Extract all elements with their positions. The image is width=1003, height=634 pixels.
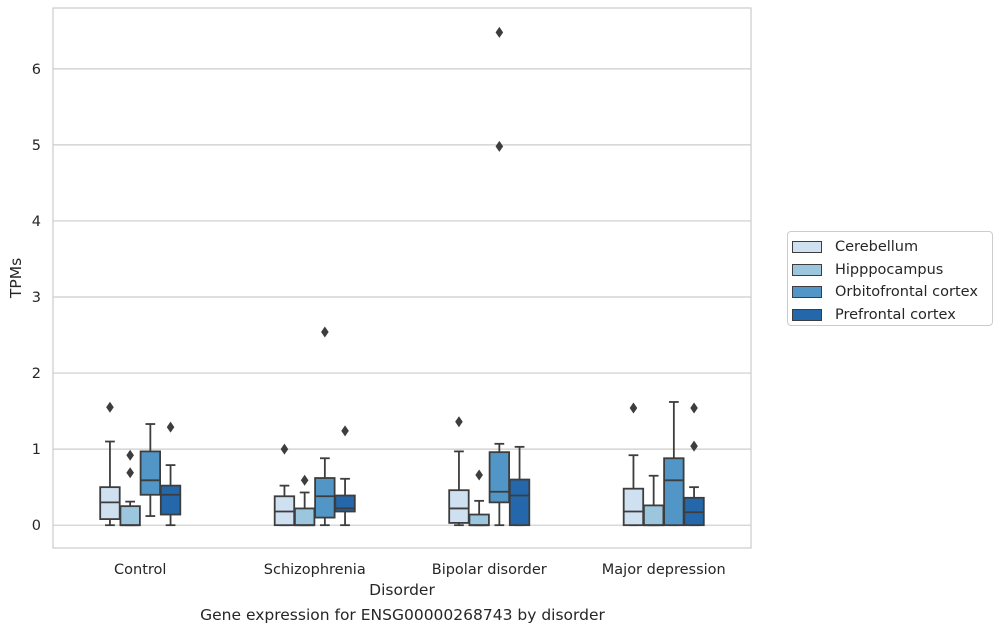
outlier-point xyxy=(475,469,483,481)
legend-label: Cerebellum xyxy=(835,239,919,256)
box-prefrontal-cortex xyxy=(334,425,356,527)
y-axis-label: TPMs xyxy=(7,258,25,299)
box-prefrontal-cortex xyxy=(159,421,182,527)
outlier-point xyxy=(629,402,638,414)
y-tick-label: 0 xyxy=(32,518,41,534)
outlier-point xyxy=(341,425,349,437)
y-tick-label: 5 xyxy=(32,138,41,154)
x-tick-label: Bipolar disorder xyxy=(432,562,547,578)
y-tick-label: 1 xyxy=(32,442,41,458)
legend-item-hippocampus: Hipppocampus xyxy=(792,259,992,282)
box-body xyxy=(622,487,645,527)
outlier-point xyxy=(300,474,309,486)
box-body xyxy=(139,450,162,496)
y-tick-label: 4 xyxy=(32,214,41,230)
box-orbitofrontal-cortex xyxy=(139,423,162,517)
legend-label: Orbitofrontal cortex xyxy=(835,284,978,301)
box-body xyxy=(314,477,336,519)
x-axis-ticks: Control Schizophrenia Bipolar disorder Majo… xyxy=(114,562,726,578)
y-axis-ticks: 0 1 2 3 4 5 6 xyxy=(32,62,41,534)
y-tick-label: 2 xyxy=(32,366,41,382)
x-tick-label: Major depression xyxy=(602,562,726,578)
y-tick-label: 3 xyxy=(32,290,41,306)
box-hipppocampus xyxy=(643,474,665,527)
legend-item-orbitofrontal-cortex: Orbitofrontal cortex xyxy=(792,281,992,304)
plot-area-frame xyxy=(52,7,752,549)
legend: Cerebellum Hipppocampus Orbitofrontal co… xyxy=(787,231,993,326)
box-body xyxy=(663,457,685,527)
outlier-point xyxy=(690,440,698,452)
legend-swatch-orbitofrontal-cortex xyxy=(792,286,822,299)
outlier-point xyxy=(106,401,114,413)
legend-swatch-hippocampus xyxy=(792,263,822,276)
box-body xyxy=(334,494,356,513)
box-body xyxy=(643,504,665,527)
legend-swatch-cerebellum xyxy=(792,241,822,254)
boxes xyxy=(99,26,705,527)
box-cerebellum xyxy=(273,443,296,527)
box-hipppocampus xyxy=(468,469,490,527)
box-orbitofrontal-cortex xyxy=(663,401,685,527)
outlier-point xyxy=(166,421,175,433)
legend-item-cerebellum: Cerebellum xyxy=(792,236,992,259)
outlier-point xyxy=(126,467,134,479)
x-tick-label: Control xyxy=(114,562,166,578)
box-orbitofrontal-cortex xyxy=(314,326,336,527)
outlier-point xyxy=(126,449,134,461)
x-tick-label: Schizophrenia xyxy=(264,562,366,578)
legend-item-prefrontal-cortex: Prefrontal cortex xyxy=(792,304,992,327)
box-body xyxy=(119,505,141,527)
outlier-point xyxy=(455,416,463,428)
legend-swatch-prefrontal-cortex xyxy=(792,308,822,321)
box-body xyxy=(159,484,182,516)
legend-label: Hipppocampus xyxy=(835,261,944,278)
outlier-point xyxy=(690,402,698,414)
box-body xyxy=(508,478,531,527)
box-orbitofrontal-cortex xyxy=(488,26,511,527)
outlier-point xyxy=(495,140,504,152)
box-hipppocampus xyxy=(119,449,141,527)
y-tick-label: 6 xyxy=(32,62,41,78)
outlier-point xyxy=(495,26,504,38)
outlier-point xyxy=(280,443,289,455)
box-hipppocampus xyxy=(293,474,316,527)
legend-label: Prefrontal cortex xyxy=(835,306,956,323)
box-cerebellum xyxy=(448,416,470,527)
box-prefrontal-cortex xyxy=(508,445,531,527)
chart-caption: Gene expression for ENSG00000268743 by d… xyxy=(200,606,605,624)
box-body xyxy=(488,451,511,504)
box-body xyxy=(293,507,316,527)
box-cerebellum xyxy=(99,401,121,527)
box-prefrontal-cortex xyxy=(683,402,705,527)
x-axis-label: Disorder xyxy=(369,581,435,599)
box-cerebellum xyxy=(622,402,645,527)
box-body xyxy=(448,489,470,524)
gridlines xyxy=(53,68,751,526)
outlier-point xyxy=(321,326,329,338)
box-body xyxy=(468,513,490,527)
